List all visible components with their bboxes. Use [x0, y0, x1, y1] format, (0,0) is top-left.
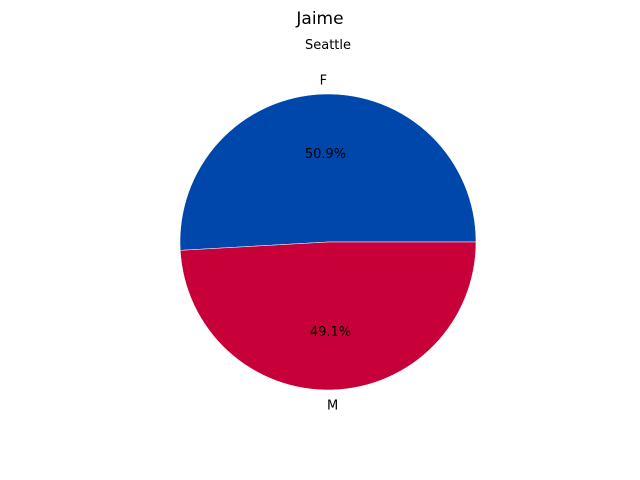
slice-label-f: F	[320, 73, 327, 88]
pct-label-m: 49.1%	[310, 325, 351, 340]
chart-title: Jaime	[295, 9, 343, 29]
pie-slice-f	[179, 93, 477, 251]
chart-subtitle: Seattle	[305, 38, 351, 53]
pie-slice-m	[179, 241, 477, 391]
pct-label-f: 50.9%	[305, 147, 346, 162]
pie-slices	[179, 93, 477, 391]
slice-label-m: M	[327, 399, 338, 414]
pie-labels: F 50.9% M 49.1%	[305, 73, 351, 413]
